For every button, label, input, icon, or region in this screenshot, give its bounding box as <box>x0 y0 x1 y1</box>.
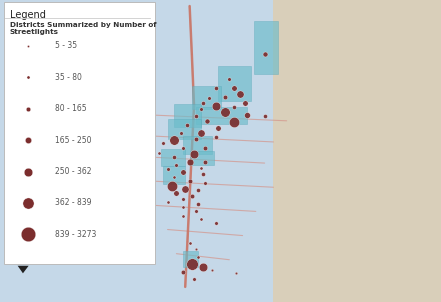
Point <box>179 170 187 175</box>
Bar <box>168 119 201 139</box>
Bar <box>335 69 388 136</box>
Point <box>208 268 215 273</box>
Point <box>193 114 200 119</box>
Point <box>261 52 268 57</box>
Point <box>164 167 171 172</box>
Point <box>230 120 237 125</box>
Point <box>193 209 200 214</box>
Point <box>213 221 220 226</box>
Point <box>195 254 202 259</box>
Point <box>24 43 31 48</box>
Point <box>171 138 178 143</box>
Point <box>179 204 187 209</box>
Point <box>221 109 228 114</box>
Point <box>179 146 187 150</box>
Bar <box>183 136 212 154</box>
Point <box>24 138 31 143</box>
Point <box>24 201 31 205</box>
Point <box>179 214 187 218</box>
Point <box>182 186 189 191</box>
Point <box>186 241 193 246</box>
Point <box>261 114 268 119</box>
Point <box>177 130 184 135</box>
Point <box>24 232 31 237</box>
Text: 165 - 250: 165 - 250 <box>55 136 92 145</box>
Bar <box>183 251 198 267</box>
Point <box>164 200 171 205</box>
Bar <box>190 151 214 165</box>
Bar <box>362 217 388 242</box>
Bar <box>192 86 220 109</box>
Point <box>243 112 250 117</box>
Text: 362 - 839: 362 - 839 <box>55 198 92 207</box>
Point <box>160 141 167 146</box>
Point <box>188 262 195 267</box>
Point <box>191 152 198 156</box>
Text: 839 - 3273: 839 - 3273 <box>55 230 97 239</box>
Point <box>241 100 248 105</box>
Point <box>197 130 204 135</box>
Point <box>195 188 202 193</box>
Point <box>179 197 187 202</box>
Point <box>184 123 191 128</box>
Point <box>232 271 239 276</box>
Point <box>173 162 180 167</box>
Point <box>171 155 178 159</box>
Bar <box>0 0 137 302</box>
Point <box>24 75 31 80</box>
Bar <box>348 160 384 196</box>
Point <box>197 165 204 170</box>
Point <box>186 159 193 164</box>
Point <box>230 105 237 110</box>
Point <box>199 171 206 176</box>
Point <box>173 191 180 196</box>
Point <box>155 150 162 155</box>
Point <box>186 179 193 184</box>
Polygon shape <box>18 266 29 273</box>
Point <box>197 106 204 111</box>
Text: 35 - 80: 35 - 80 <box>55 73 82 82</box>
Point <box>24 169 31 174</box>
Point <box>191 277 198 282</box>
Point <box>213 85 220 90</box>
Point <box>230 85 237 90</box>
Point <box>24 106 31 111</box>
Bar <box>161 149 185 166</box>
Point <box>237 91 244 96</box>
Bar <box>196 107 247 124</box>
Point <box>202 146 209 150</box>
Point <box>199 265 206 270</box>
Point <box>226 76 233 81</box>
Text: 5 - 35: 5 - 35 <box>55 41 77 50</box>
FancyBboxPatch shape <box>4 2 155 264</box>
Point <box>202 180 209 185</box>
Point <box>193 247 200 252</box>
Point <box>213 103 220 108</box>
Point <box>197 217 204 221</box>
Point <box>188 194 195 199</box>
Bar <box>273 0 441 302</box>
Bar <box>174 104 201 127</box>
Bar <box>218 66 251 101</box>
Point <box>179 269 187 274</box>
Point <box>213 135 220 140</box>
Point <box>204 118 211 123</box>
Point <box>171 174 178 179</box>
Point <box>193 137 200 141</box>
Point <box>206 96 213 101</box>
Text: 250 - 362: 250 - 362 <box>55 167 92 176</box>
Bar <box>137 211 159 302</box>
Point <box>195 201 202 206</box>
Point <box>168 183 176 188</box>
Text: 80 - 165: 80 - 165 <box>55 104 87 113</box>
Point <box>215 126 222 131</box>
Point <box>199 100 206 105</box>
Point <box>221 94 228 99</box>
Point <box>202 159 209 164</box>
Bar <box>254 21 278 74</box>
Text: Legend: Legend <box>10 10 45 20</box>
Bar <box>163 166 185 184</box>
Text: Districts Summarized by Number of
Streetlights: Districts Summarized by Number of Street… <box>10 22 156 36</box>
